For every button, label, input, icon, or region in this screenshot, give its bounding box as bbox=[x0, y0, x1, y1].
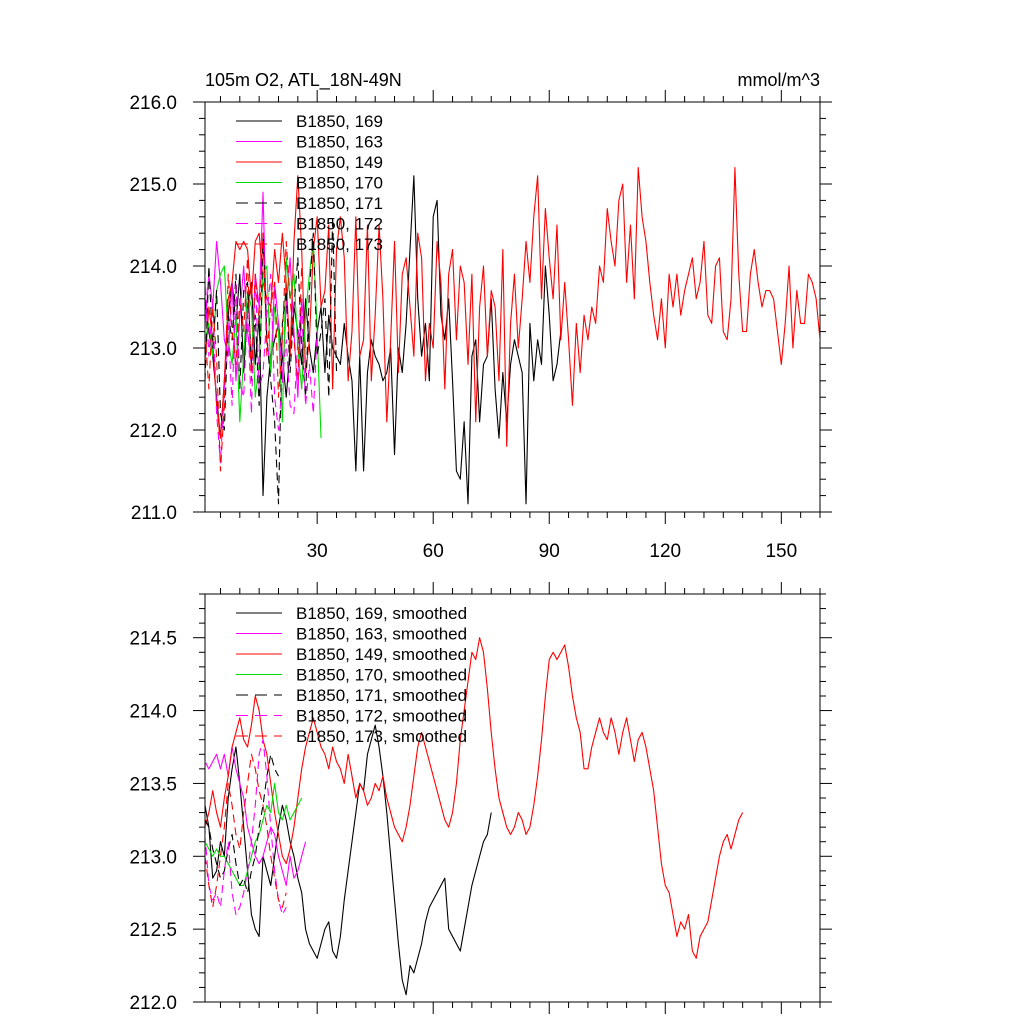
y-tick-label: 213.0 bbox=[129, 847, 177, 868]
legend-label: B1850, 171 bbox=[296, 194, 383, 213]
legend-label: B1850, 170, smoothed bbox=[296, 666, 467, 685]
legend-label: B1850, 169 bbox=[296, 112, 383, 131]
series-line-2 bbox=[205, 746, 307, 886]
x-tick-label: 60 bbox=[423, 541, 444, 562]
series-line-3 bbox=[205, 167, 820, 447]
legend-label: B1850, 173, smoothed bbox=[296, 727, 467, 746]
x-tick-label: 90 bbox=[539, 541, 560, 562]
legend-label: B1850, 163 bbox=[296, 133, 383, 152]
y-tick-label: 214.0 bbox=[129, 257, 177, 278]
y-tick-label: 212.0 bbox=[129, 421, 177, 442]
series-line-4 bbox=[205, 782, 303, 886]
series-line-6 bbox=[205, 739, 287, 916]
legend-label: B1850, 169, smoothed bbox=[296, 604, 467, 623]
legend-label: B1850, 172 bbox=[296, 215, 383, 234]
y-tick-label: 214.5 bbox=[129, 629, 177, 650]
y-tick-label: 213.5 bbox=[129, 774, 177, 795]
series-line-5 bbox=[205, 216, 338, 505]
legend-label: B1850, 163, smoothed bbox=[296, 625, 467, 644]
bottom-panel: 212.0 212.5 213.0 213.5 214.0 214.5 B1850, 169… bbox=[129, 582, 832, 1014]
x-tick-label: 150 bbox=[765, 541, 797, 562]
top-panel-units: mmol/m^3 bbox=[738, 70, 820, 90]
y-tick-label: 213.0 bbox=[129, 339, 177, 360]
y-tick-label: 212.5 bbox=[129, 920, 177, 941]
y-tick-label: 211.0 bbox=[131, 503, 177, 524]
legend-label: B1850, 149 bbox=[296, 153, 383, 172]
series-group bbox=[205, 637, 744, 996]
x-tick-label: 30 bbox=[307, 541, 328, 562]
legend-label: B1850, 170 bbox=[296, 174, 383, 193]
y-tick-label: 214.0 bbox=[129, 702, 177, 723]
legend-label: B1850, 149, smoothed bbox=[296, 645, 467, 664]
series-line-1 bbox=[205, 724, 492, 996]
top-panel: 105m O2, ATL_18N-49N mmol/m^3 211.0 212.0… bbox=[129, 70, 832, 562]
top-panel-title: 105m O2, ATL_18N-49N bbox=[205, 70, 402, 91]
series-line-3 bbox=[205, 637, 744, 959]
series-line-7 bbox=[205, 232, 303, 472]
y-tick-label: 216.0 bbox=[129, 93, 177, 114]
legend-label: B1850, 173 bbox=[296, 235, 383, 254]
series-line-6 bbox=[205, 273, 318, 464]
series-group bbox=[205, 167, 820, 505]
bottom-legend: B1850, 169, smoothed B1850, 163, smoothed… bbox=[236, 604, 467, 746]
y-tick-label: 212.0 bbox=[129, 993, 177, 1014]
series-line-4 bbox=[205, 240, 322, 439]
series-line-5 bbox=[205, 753, 279, 894]
y-tick-label: 215.0 bbox=[129, 175, 177, 196]
legend-label: B1850, 172, smoothed bbox=[296, 707, 467, 726]
series-line-1 bbox=[205, 175, 562, 505]
x-tick-label: 120 bbox=[649, 541, 681, 562]
legend-label: B1850, 171, smoothed bbox=[296, 686, 467, 705]
plot-frame bbox=[204, 101, 821, 513]
